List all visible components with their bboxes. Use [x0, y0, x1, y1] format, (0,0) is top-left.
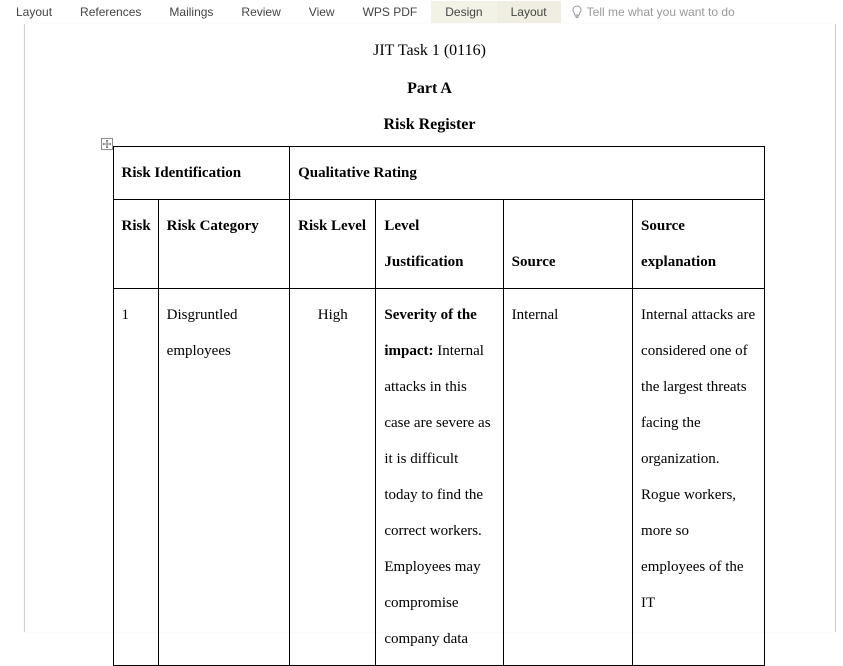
- cell-risk-number[interactable]: 1: [113, 289, 158, 666]
- tellme-input[interactable]: [587, 5, 787, 19]
- document-part-label: Part A: [25, 80, 835, 98]
- col-header-justification: Level Justification: [376, 200, 503, 289]
- tab-design[interactable]: Design: [431, 1, 496, 23]
- group-header-identification: Risk Identification: [113, 147, 290, 200]
- col-header-source: Source: [503, 200, 632, 289]
- col-header-risk: Risk: [113, 200, 158, 289]
- risk-table-wrap: Risk Identification Qualitative Rating R…: [113, 146, 765, 666]
- tab-references[interactable]: References: [66, 1, 155, 23]
- document-title: JIT Task 1 (0116): [25, 42, 835, 60]
- col-header-level: Risk Level: [290, 200, 376, 289]
- document-heading: Risk Register: [25, 116, 835, 134]
- table-row: 1 Disgruntled employees High Severity of…: [113, 289, 764, 666]
- cell-risk-level[interactable]: High: [290, 289, 376, 666]
- page-area: JIT Task 1 (0116) Part A Risk Register R…: [0, 24, 843, 632]
- document-page: JIT Task 1 (0116) Part A Risk Register R…: [24, 24, 836, 632]
- tab-review[interactable]: Review: [227, 1, 294, 23]
- cell-justification[interactable]: Severity of the impact: Internal attacks…: [376, 289, 503, 666]
- tab-wps-pdf[interactable]: WPS PDF: [349, 1, 432, 23]
- tab-table-layout[interactable]: Layout: [497, 1, 561, 23]
- table-move-handle[interactable]: [101, 138, 113, 150]
- table-group-header-row: Risk Identification Qualitative Rating: [113, 147, 764, 200]
- table-column-header-row: Risk Risk Category Risk Level Level Just…: [113, 200, 764, 289]
- justification-rest: Internal attacks in this case are severe…: [384, 343, 490, 647]
- tellme-box[interactable]: [561, 5, 843, 19]
- lightbulb-icon: [571, 5, 583, 19]
- tab-view[interactable]: View: [295, 1, 349, 23]
- tab-mailings[interactable]: Mailings: [155, 1, 227, 23]
- cell-explanation[interactable]: Internal attacks are considered one of t…: [633, 289, 764, 666]
- group-header-qualitative: Qualitative Rating: [290, 147, 764, 200]
- col-header-explanation: Source explanation: [633, 200, 764, 289]
- move-icon: [103, 140, 111, 148]
- ribbon-tabs: Layout References Mailings Review View W…: [0, 0, 843, 24]
- cell-risk-category[interactable]: Disgruntled employees: [158, 289, 289, 666]
- tab-layout[interactable]: Layout: [2, 1, 66, 23]
- col-header-category: Risk Category: [158, 200, 289, 289]
- cell-source[interactable]: Internal: [503, 289, 632, 666]
- risk-register-table[interactable]: Risk Identification Qualitative Rating R…: [113, 146, 765, 666]
